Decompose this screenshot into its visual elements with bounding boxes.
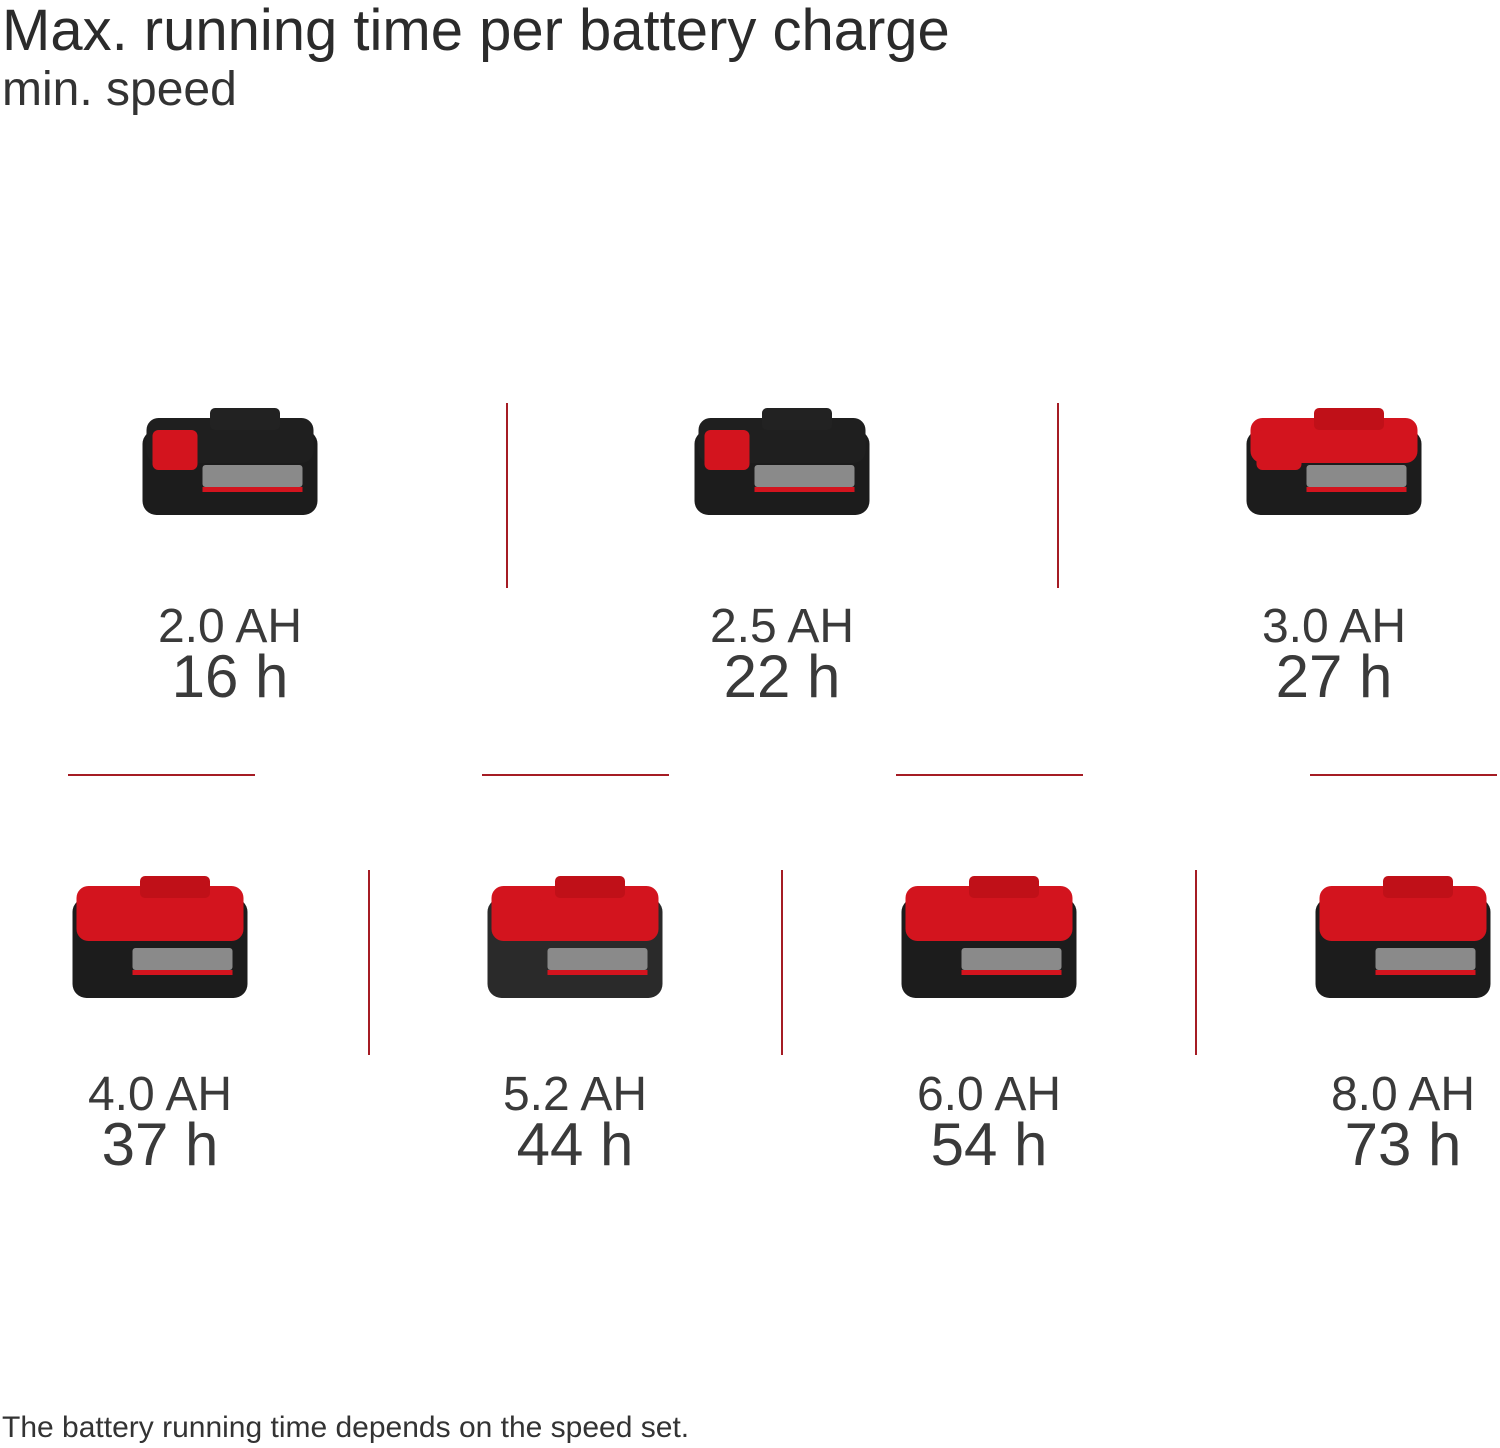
battery-capacity: 6.0 AH (917, 1068, 1061, 1121)
battery-image (72, 876, 248, 998)
battery-capacity: 2.5 AH (710, 600, 854, 653)
battery-image (1246, 408, 1422, 515)
battery-latch (152, 430, 198, 470)
battery-latch (1325, 898, 1371, 938)
battery-image (694, 408, 870, 515)
battery-image (487, 876, 663, 998)
battery-label (961, 948, 1062, 970)
battery-image (1315, 876, 1491, 998)
battery-ridge (762, 408, 832, 430)
battery-runtime: 16 h (172, 643, 289, 710)
battery-latch (911, 898, 957, 938)
battery-runtime: 22 h (724, 643, 841, 710)
battery-label (547, 948, 648, 970)
battery-runtime: 27 h (1276, 643, 1393, 710)
battery-capacity: 8.0 AH (1331, 1068, 1475, 1121)
battery-latch (82, 898, 128, 938)
title: Max. running time per battery charge (2, 0, 950, 63)
battery-ridge (1383, 876, 1453, 898)
battery-runtime: 54 h (931, 1111, 1048, 1178)
battery-runtime: 37 h (102, 1111, 219, 1178)
battery-stripe (132, 970, 233, 975)
battery-image (142, 408, 318, 515)
battery-label (132, 948, 233, 970)
battery-stripe (961, 970, 1062, 975)
battery-latch (497, 898, 543, 938)
battery-label (202, 465, 303, 487)
battery-ridge (1314, 408, 1384, 430)
battery-ridge (555, 876, 625, 898)
footnote: The battery running time depends on the … (2, 1411, 689, 1444)
battery-image (901, 876, 1077, 998)
battery-runtime: 73 h (1345, 1111, 1462, 1178)
battery-stripe (202, 487, 303, 492)
battery-stripe (1306, 487, 1407, 492)
battery-latch (1256, 430, 1302, 470)
battery-stripe (754, 487, 855, 492)
battery-capacity: 5.2 AH (503, 1068, 647, 1121)
battery-label (754, 465, 855, 487)
battery-ridge (210, 408, 280, 430)
battery-label (1375, 948, 1476, 970)
battery-ridge (140, 876, 210, 898)
battery-capacity: 4.0 AH (88, 1068, 232, 1121)
battery-capacity: 3.0 AH (1262, 600, 1406, 653)
battery-capacity: 2.0 AH (158, 600, 302, 653)
battery-stripe (547, 970, 648, 975)
battery-latch (704, 430, 750, 470)
battery-ridge (969, 876, 1039, 898)
battery-stripe (1375, 970, 1476, 975)
battery-runtime: 44 h (517, 1111, 634, 1178)
subtitle: min. speed (2, 63, 237, 116)
battery-label (1306, 465, 1407, 487)
